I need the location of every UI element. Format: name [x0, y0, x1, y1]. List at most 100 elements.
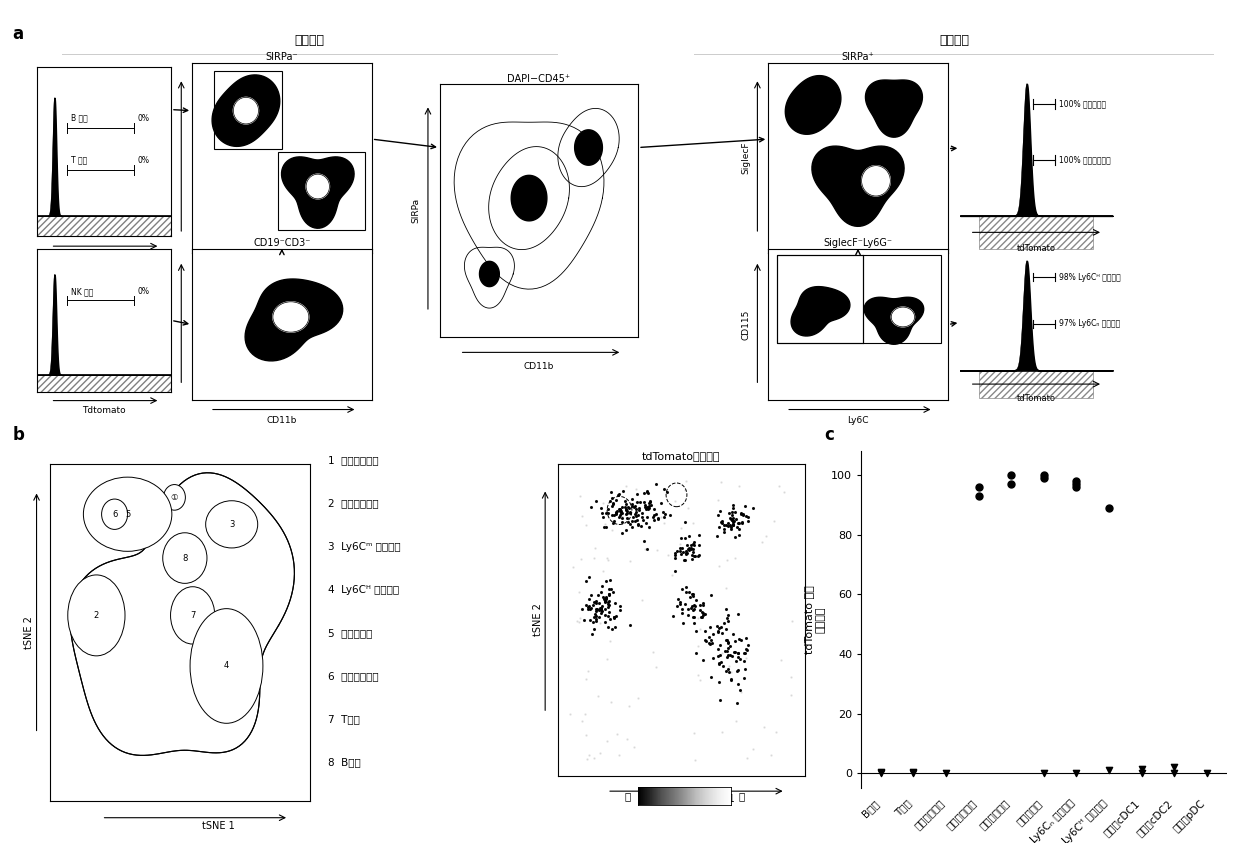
Point: [969, 480, 989, 493]
Point: [624, 514, 644, 528]
Text: 6: 6: [112, 510, 118, 518]
Point: [679, 501, 699, 514]
Point: [603, 497, 623, 511]
Point: [592, 510, 612, 524]
Point: [693, 609, 712, 622]
Text: 4  Ly6Cᴴ 单核细胞: 4 Ly6Cᴴ 单核细胞: [328, 585, 399, 595]
Point: [592, 599, 612, 613]
Point: [679, 541, 699, 555]
Point: [773, 486, 793, 499]
Point: [595, 602, 615, 615]
Point: [579, 599, 598, 613]
Point: [647, 477, 667, 491]
Point: [586, 597, 606, 610]
Point: [627, 487, 647, 501]
Bar: [777, 255, 864, 343]
Point: [716, 518, 736, 532]
Point: [709, 642, 729, 656]
Point: [1132, 766, 1152, 780]
Point: [624, 740, 644, 754]
Point: [628, 508, 648, 522]
Point: [691, 610, 711, 624]
Point: [632, 510, 652, 524]
Point: [735, 499, 755, 513]
Point: [592, 506, 612, 519]
Text: Tdtomato: Tdtomato: [82, 406, 126, 416]
Point: [782, 670, 802, 684]
Point: [676, 474, 696, 487]
Point: [626, 506, 646, 519]
Point: [720, 665, 740, 679]
Point: [678, 538, 698, 551]
Point: [616, 503, 636, 517]
Point: [586, 612, 606, 626]
Point: [658, 549, 678, 562]
Point: [706, 529, 726, 543]
Point: [674, 554, 694, 567]
Polygon shape: [575, 130, 602, 165]
Point: [709, 657, 729, 670]
Text: 4: 4: [224, 662, 229, 670]
Point: [639, 502, 659, 515]
Point: [612, 500, 632, 513]
Point: [605, 609, 624, 623]
Point: [743, 742, 763, 755]
Point: [665, 549, 685, 562]
Point: [653, 505, 673, 518]
Point: [637, 485, 657, 498]
Ellipse shape: [68, 575, 125, 656]
Point: [616, 500, 636, 513]
Point: [672, 547, 691, 561]
Point: [730, 684, 750, 697]
Point: [753, 720, 773, 733]
Point: [586, 603, 606, 616]
Point: [634, 542, 654, 556]
Point: [607, 505, 627, 518]
Point: [673, 606, 693, 620]
Point: [637, 510, 657, 524]
Point: [757, 529, 777, 542]
Point: [598, 609, 618, 622]
Point: [1033, 471, 1053, 485]
Point: [686, 647, 706, 660]
Point: [729, 607, 748, 620]
Point: [585, 610, 605, 624]
Point: [647, 507, 667, 520]
Point: [690, 674, 710, 687]
Point: [670, 596, 690, 609]
Point: [598, 594, 618, 608]
Point: [721, 674, 741, 687]
Point: [684, 602, 704, 615]
Point: [602, 499, 622, 513]
Point: [700, 620, 720, 634]
Polygon shape: [866, 80, 922, 137]
Point: [598, 507, 618, 520]
Point: [685, 599, 705, 613]
Point: [579, 571, 598, 584]
Point: [665, 546, 685, 560]
Point: [711, 514, 731, 528]
Point: [644, 508, 664, 522]
Point: [688, 668, 707, 681]
Point: [598, 554, 618, 567]
Point: [596, 593, 616, 606]
Text: 98% Ly6Cᴴ 单核细胞: 98% Ly6Cᴴ 单核细胞: [1059, 273, 1121, 282]
Title: SiglecF⁻Ly6G⁻: SiglecF⁻Ly6G⁻: [824, 238, 892, 248]
Point: [672, 583, 691, 596]
Point: [711, 725, 731, 738]
Point: [717, 516, 737, 529]
Point: [675, 483, 695, 497]
Point: [722, 649, 742, 663]
Point: [710, 505, 730, 518]
Point: [634, 496, 654, 509]
Point: [579, 748, 598, 761]
Point: [727, 647, 747, 660]
Point: [736, 652, 756, 665]
Point: [724, 627, 743, 641]
Point: [725, 646, 745, 659]
Point: [684, 545, 704, 559]
Point: [735, 662, 755, 675]
Point: [616, 523, 636, 536]
Point: [711, 647, 731, 660]
Point: [633, 486, 653, 500]
